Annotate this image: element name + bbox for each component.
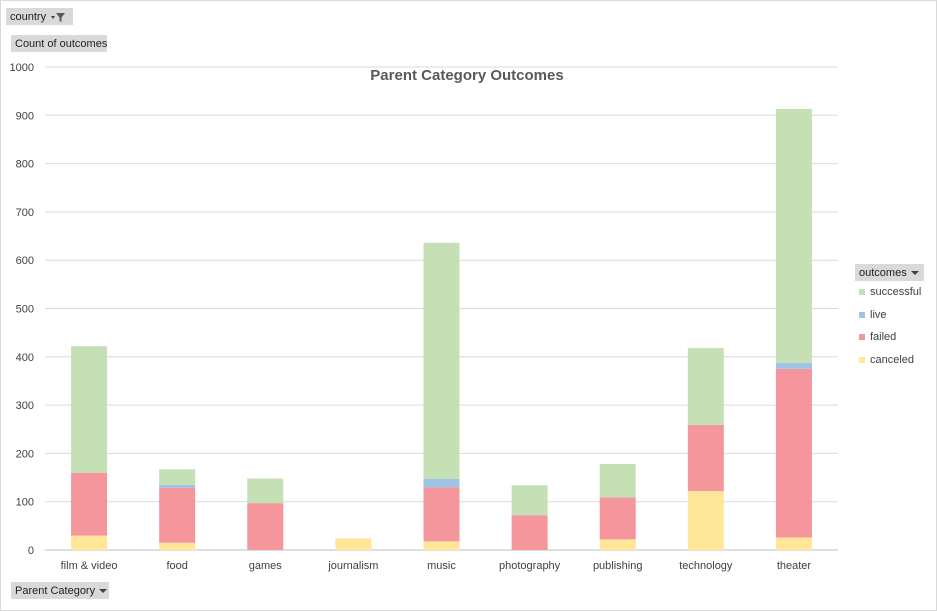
y-tick-label: 0 <box>28 545 34 557</box>
bar-segment-successful <box>511 485 548 516</box>
y-tick-label: 600 <box>16 255 34 267</box>
y-tick-label: 200 <box>16 448 34 460</box>
legend-swatch <box>859 311 865 318</box>
x-tick-label: photography <box>499 560 561 572</box>
y-tick-label: 400 <box>16 352 34 364</box>
x-axis-tick-labels: film & video food games journalism music phot… <box>61 560 812 572</box>
bar-segment-failed <box>511 515 548 550</box>
chevron-down-icon[interactable] <box>910 270 919 276</box>
legend-swatch <box>859 334 865 340</box>
x-tick-label: film & video <box>61 560 118 572</box>
bar-segment-canceled <box>71 535 108 550</box>
values-field-button[interactable]: Count of outcomes <box>11 35 107 52</box>
bar-segment-canceled <box>335 538 372 550</box>
axis-field-label: Parent Category <box>15 584 96 597</box>
bar-segment-failed <box>159 487 196 543</box>
y-tick-label: 800 <box>16 159 34 171</box>
bar-segment-failed <box>71 472 108 536</box>
legend-item-live: live <box>859 309 887 321</box>
x-tick-label: music <box>427 560 456 572</box>
legend-field-label: outcomes <box>859 266 907 279</box>
bars <box>71 109 812 550</box>
legend-label: live <box>870 308 887 321</box>
x-tick-label: theater <box>777 560 812 572</box>
y-tick-label: 300 <box>16 400 34 412</box>
bar-segment-successful <box>71 346 108 473</box>
bar-segment-failed <box>687 424 724 492</box>
bar-segment-successful <box>687 348 724 425</box>
chevron-down-icon[interactable] <box>99 588 108 594</box>
x-tick-label: technology <box>679 560 733 572</box>
y-tick-label: 700 <box>16 207 34 219</box>
legend-swatch <box>859 289 865 295</box>
legend-field-button[interactable]: outcomes <box>855 264 924 281</box>
x-tick-label: publishing <box>593 560 643 572</box>
values-field-label: Count of outcomes <box>15 37 108 50</box>
y-tick-label: 500 <box>16 304 34 316</box>
y-tick-label: 100 <box>16 497 34 509</box>
y-tick-label: 900 <box>16 110 34 122</box>
legend-label: canceled <box>870 353 915 366</box>
bar-segment-canceled <box>159 542 196 550</box>
bar-segment-successful <box>775 109 812 364</box>
legend-item-canceled: canceled <box>859 354 914 366</box>
bar-segment-successful <box>159 469 196 485</box>
bar-segment-successful <box>247 478 284 504</box>
bar-segment-live <box>423 478 460 488</box>
bar-segment-failed <box>599 497 636 540</box>
bar-segment-failed <box>247 503 284 550</box>
country-filter-field-button[interactable]: country <box>6 8 73 25</box>
chart-title: Parent Category Outcomes <box>370 67 563 84</box>
legend-label: successful <box>870 286 922 298</box>
bar-segment-failed <box>423 487 460 542</box>
x-tick-label: games <box>249 560 283 572</box>
bar-segment-successful <box>423 242 460 479</box>
bar-segment-canceled <box>599 539 636 550</box>
y-tick-label: 1000 <box>10 62 34 74</box>
x-tick-label: food <box>166 560 187 572</box>
legend-item-successful: successful <box>859 286 921 298</box>
legend-swatch <box>859 356 865 363</box>
bar-segment-failed <box>775 368 812 538</box>
filter-icon[interactable] <box>50 11 66 23</box>
country-filter-label: country <box>10 10 47 23</box>
legend-label: failed <box>870 331 897 343</box>
bar-segment-live <box>159 484 196 488</box>
bar-segment-successful <box>599 464 636 498</box>
legend-item-failed: failed <box>859 331 896 343</box>
bar-segment-canceled <box>423 541 460 550</box>
x-tick-label: journalism <box>327 560 378 572</box>
axis-field-button[interactable]: Parent Category <box>11 582 109 599</box>
bar-segment-canceled <box>687 491 724 550</box>
y-axis-tick-labels: 0 100 200 300 400 500 600 700 800 900 1000 <box>10 62 34 557</box>
bar-segment-live <box>775 363 812 369</box>
bar-segment-canceled <box>775 537 812 550</box>
